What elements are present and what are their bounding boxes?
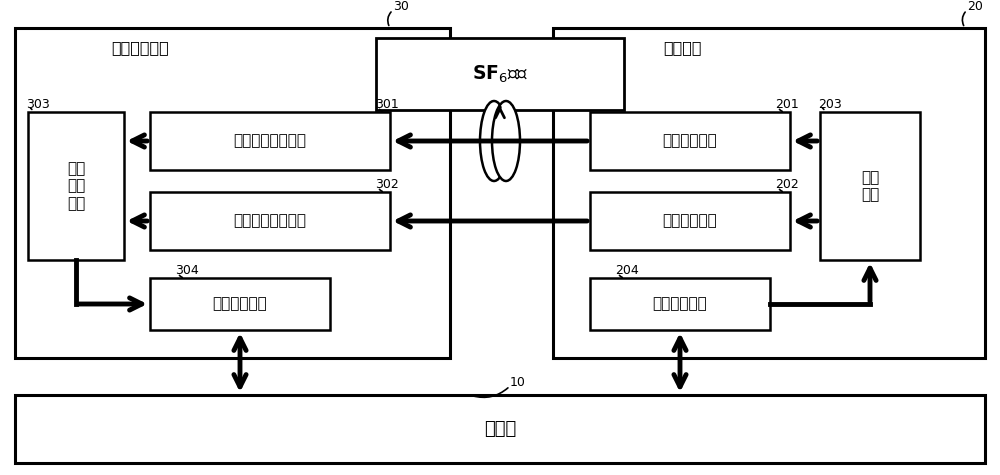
Text: 204: 204 xyxy=(615,265,639,277)
Bar xyxy=(376,38,624,110)
Text: 光电检测电路: 光电检测电路 xyxy=(111,40,169,56)
Text: 控制
单元: 控制 单元 xyxy=(861,170,879,202)
Text: 第一光电检测单元: 第一光电检测单元 xyxy=(234,133,306,149)
Text: 第一通信单元: 第一通信单元 xyxy=(653,296,707,312)
Text: SF$_6$设备: SF$_6$设备 xyxy=(472,63,528,85)
Text: 304: 304 xyxy=(175,265,199,277)
Text: 光源电路: 光源电路 xyxy=(664,40,702,56)
Text: 303: 303 xyxy=(26,98,50,112)
Text: 20: 20 xyxy=(967,0,983,13)
Text: 202: 202 xyxy=(775,179,799,191)
Bar xyxy=(820,112,920,260)
Bar xyxy=(590,278,770,330)
Text: 参考激光光源: 参考激光光源 xyxy=(663,213,717,228)
Text: 检测激光光源: 检测激光光源 xyxy=(663,133,717,149)
Text: 第二光电检测单元: 第二光电检测单元 xyxy=(234,213,306,228)
Ellipse shape xyxy=(492,101,520,181)
Bar xyxy=(150,278,330,330)
Bar xyxy=(553,28,985,358)
Text: 302: 302 xyxy=(375,179,399,191)
Text: 数据
采集
单元: 数据 采集 单元 xyxy=(67,161,85,211)
Ellipse shape xyxy=(480,101,508,181)
Bar xyxy=(15,28,450,358)
Text: 第二通信单元: 第二通信单元 xyxy=(213,296,267,312)
Bar xyxy=(590,112,790,170)
Text: 10: 10 xyxy=(510,377,526,389)
Text: 301: 301 xyxy=(375,98,399,112)
Bar xyxy=(150,112,390,170)
Bar xyxy=(28,112,124,260)
Bar xyxy=(15,395,985,463)
Text: 203: 203 xyxy=(818,98,842,112)
Text: 处理器: 处理器 xyxy=(484,420,516,438)
Text: 30: 30 xyxy=(393,0,409,13)
Text: 201: 201 xyxy=(775,98,799,112)
Bar xyxy=(150,192,390,250)
Bar xyxy=(590,192,790,250)
